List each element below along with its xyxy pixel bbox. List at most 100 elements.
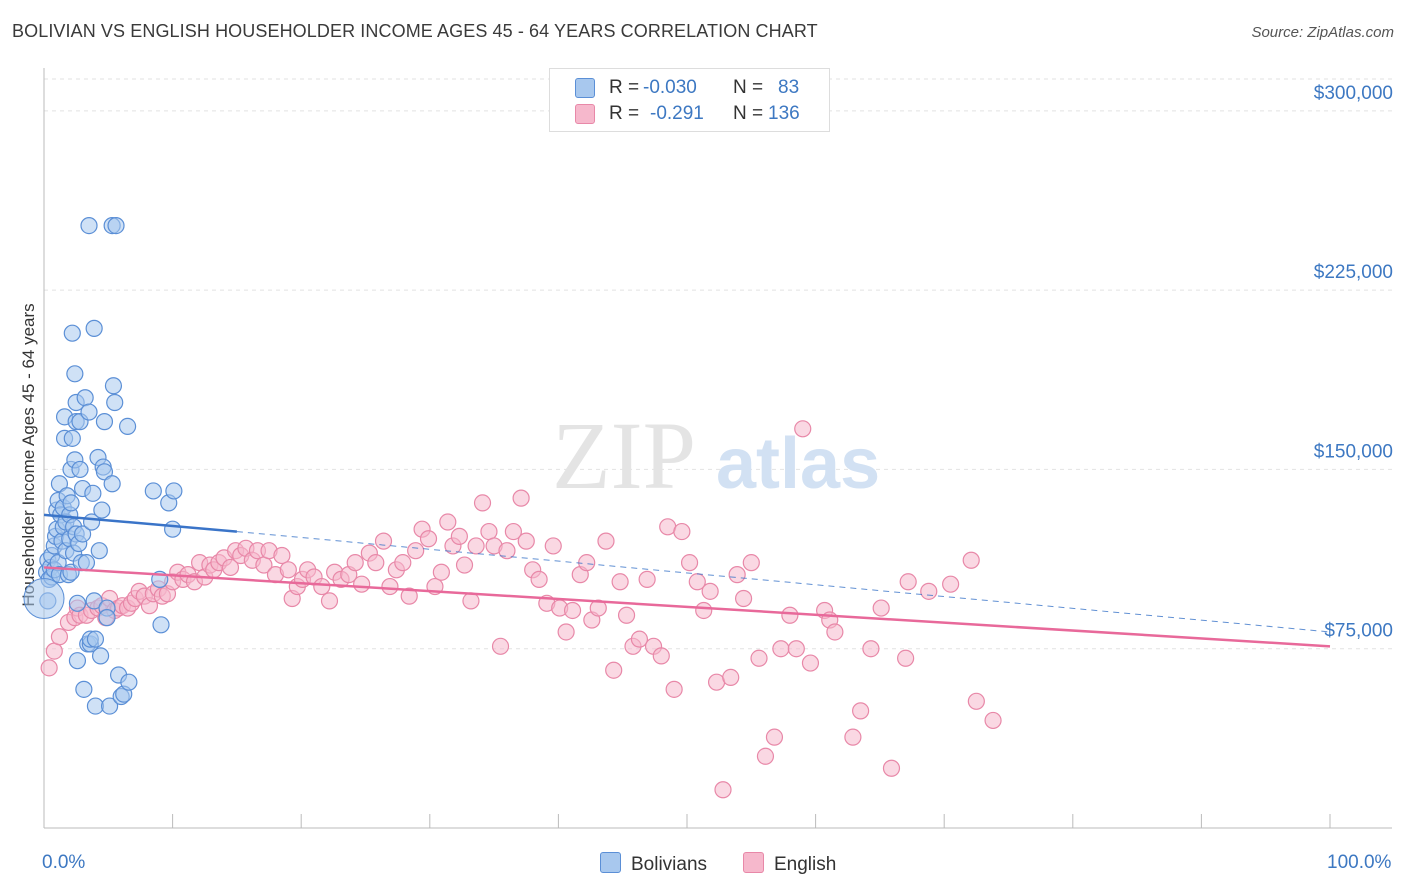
correlation-legend: R = -0.030 N = 83 R = -0.291 N = 136 (549, 68, 830, 132)
english-label: English (774, 854, 837, 875)
english-point (367, 554, 385, 572)
chart-title: BOLIVIAN VS ENGLISH HOUSEHOLDER INCOME A… (12, 21, 818, 41)
english-point (381, 577, 399, 596)
bolivian-point (144, 482, 162, 500)
english-point (962, 551, 980, 569)
bolivian-point (62, 494, 80, 512)
english-point (665, 680, 683, 698)
english-point (374, 532, 393, 550)
bolivian-point (104, 377, 123, 395)
x-tick-max: 100.0% (1327, 852, 1392, 873)
english-point (714, 781, 732, 799)
english-point (750, 649, 768, 667)
bolivian-point (95, 463, 114, 481)
bolivian-point (107, 217, 125, 235)
english-point (862, 640, 880, 658)
english-point (432, 563, 450, 581)
english-point (794, 420, 812, 438)
english-point (897, 649, 915, 667)
english-point (491, 637, 510, 655)
english-point (605, 661, 623, 679)
bolivian-point (80, 403, 98, 421)
english-point (765, 728, 784, 746)
english-point (984, 711, 1002, 730)
bolivian-point (118, 417, 137, 435)
english-point (353, 575, 371, 593)
english-point (462, 592, 480, 610)
english-point (787, 640, 805, 658)
english-point (480, 522, 498, 541)
english-point (279, 561, 297, 579)
bolivian-point (63, 429, 81, 447)
bolivian-point (68, 652, 87, 670)
english-point (407, 542, 425, 560)
bolivian-point (85, 592, 103, 610)
english-point (273, 546, 291, 565)
english-point (652, 647, 670, 665)
english-point (455, 556, 474, 574)
source-credit: Source: ZipAtlas.com (1251, 24, 1394, 41)
y-tick-label: $300,000 (1314, 83, 1393, 104)
english-point (313, 577, 331, 596)
english-point (942, 575, 960, 593)
english-point (557, 623, 575, 641)
english-point (611, 573, 629, 591)
english-point (473, 494, 492, 512)
bolivians-trend-dashed (236, 531, 1331, 633)
legend-r-value: -0.291 (650, 103, 704, 124)
english-point (439, 513, 457, 531)
legend-r-value: -0.030 (643, 77, 697, 98)
bolivian-point (90, 542, 108, 560)
bolivians-trend-solid (43, 513, 238, 533)
bolivian-point (76, 389, 94, 407)
english-point (781, 606, 799, 624)
english-point (695, 601, 713, 620)
bolivian-point (152, 616, 170, 634)
legend-r-label: R = (609, 103, 640, 124)
legend-n-label: N = (733, 77, 764, 98)
english-point (826, 623, 844, 641)
english-points (40, 420, 1002, 799)
english-point (346, 554, 364, 572)
english-point (742, 554, 760, 572)
english-point (512, 489, 530, 507)
bolivian-point (63, 324, 81, 342)
x-tick-min: 0.0% (42, 852, 86, 873)
english-point (734, 589, 753, 608)
bottom-legend-english: English (743, 852, 836, 876)
english-point (419, 530, 438, 548)
english-point (498, 542, 516, 560)
bolivian-point (86, 630, 105, 648)
english-point (772, 640, 790, 658)
english-trend-solid (43, 566, 1331, 648)
legend-row-english: R = -0.291 N = 136 (550, 101, 829, 127)
y-tick-label: $75,000 (1324, 621, 1393, 642)
bolivian-point (100, 697, 119, 715)
bolivian-point (73, 525, 92, 543)
bolivian-point (165, 482, 183, 500)
english-point (517, 532, 535, 550)
trend-lines (43, 513, 1331, 648)
english-point (722, 668, 740, 687)
english-point (544, 537, 562, 555)
english-point (638, 570, 656, 588)
y-tick-labels: $75,000 $150,000 $225,000 $300,000 (1314, 83, 1393, 642)
bolivian-point (91, 647, 110, 665)
bolivian-point (103, 475, 121, 493)
bolivian-point (98, 609, 116, 627)
english-point (467, 537, 485, 555)
english-point (801, 654, 820, 672)
bolivian-point (120, 673, 138, 691)
bolivians-label: Bolivians (631, 854, 708, 875)
english-point (899, 573, 917, 591)
english-point (320, 592, 339, 610)
english-point (882, 759, 901, 777)
bolivian-point (84, 484, 102, 502)
english-point (563, 601, 582, 620)
legend-swatch-bolivians (575, 78, 595, 98)
english-point (967, 692, 985, 710)
watermark-zip: ZIP (552, 402, 696, 509)
english-point (394, 554, 412, 572)
bolivian-point (75, 680, 93, 698)
